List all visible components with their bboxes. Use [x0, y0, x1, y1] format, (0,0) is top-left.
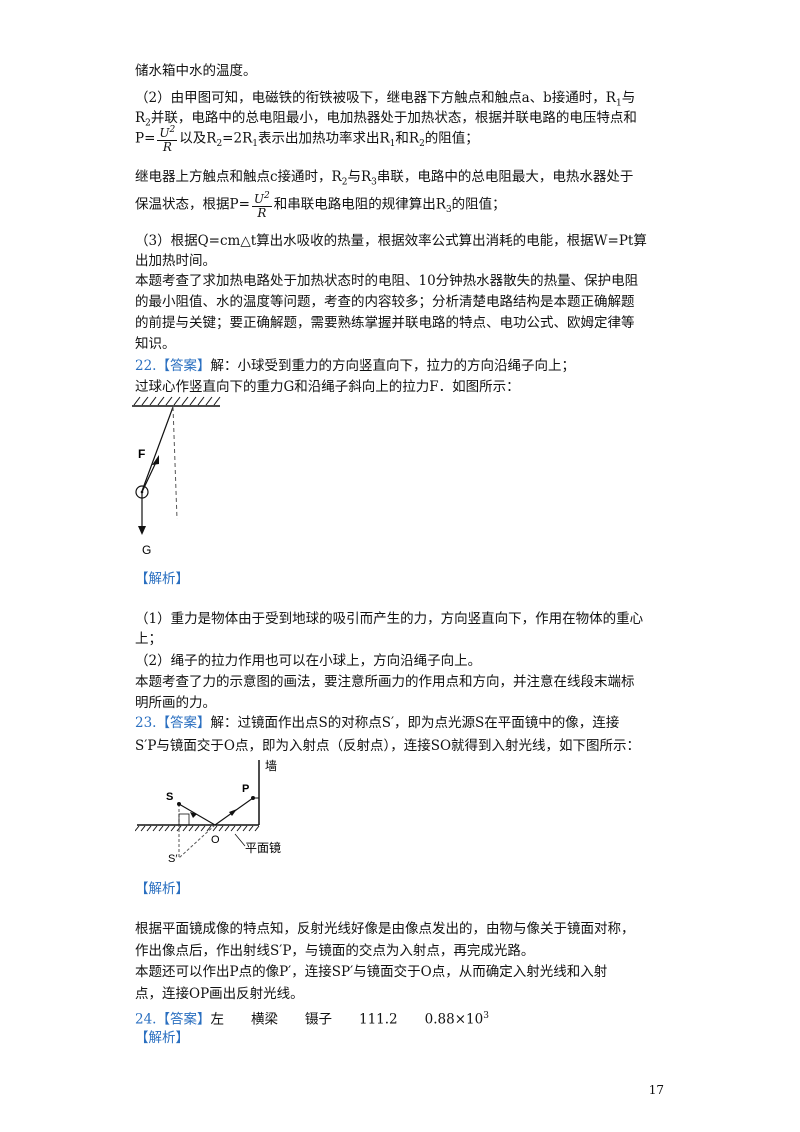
analysis-heading: 【解析】	[135, 571, 189, 587]
text-line: 的最小阻值、水的温度等问题，考查的内容较多；分析清楚电路结构是本题正确解题	[135, 294, 635, 310]
text-line: （2）绳子的拉力作用也可以在小球上，方向沿绳子向上。	[135, 653, 482, 669]
label-P: P	[242, 783, 249, 795]
text-line: 根据平面镜成像的特点知，反射光线好像是由像点发出的，由物与像关于镜面对称，	[135, 921, 635, 937]
label-S-prime: S′	[168, 853, 177, 865]
formula-fraction: U2 R	[157, 125, 178, 154]
label-G: G	[142, 543, 151, 557]
force-diagram: F G	[132, 396, 221, 557]
label-F: F	[138, 447, 145, 461]
text-line: 本题还可以作出P点的像P′，连接SP′与镜面交于O点，从而确定入射光线和入射	[135, 964, 608, 980]
formula-fraction: U2 R	[251, 191, 272, 220]
mirror-diagram: S P O S′ 墙 平面镜	[135, 759, 281, 865]
question-24-answer: 24.【答案】左 横梁 镊子 111.2 0.88×103	[135, 1011, 489, 1028]
text-line: R2并联，电路中的总电阻最小，电加热器处于加热状态，根据并联电路的电压特点和	[135, 110, 637, 129]
text-line: 的前提与关键；要正确解题，需要熟练掌握并联电路的特点、电功公式、欧姆定律等	[135, 315, 635, 331]
text-line: 点，连接OP画出反射光线。	[135, 986, 304, 1002]
text-line: 知识。	[135, 336, 176, 352]
text-line: S′P与镜面交于O点，即为入射点（反射点），连接SO就得到入射光线，如下图所示：	[135, 738, 641, 754]
question-23-answer: 23.【答案】解：过镜面作出点S的对称点S′，即为点光源S在平面镜中的像，连接	[135, 715, 620, 731]
label-O: O	[211, 834, 220, 846]
text-line: （3）根据Q=cm△t算出水吸收的热量，根据效率公式算出消耗的电能，根据W=Pt…	[135, 233, 647, 249]
text-line: P= U2 R 以及R2=2R1表示出加热功率求出R1和R2的阻值；	[135, 125, 479, 154]
vertical-dashed-line	[172, 406, 178, 520]
label-S: S	[166, 791, 173, 803]
analysis-heading: 【解析】	[135, 881, 189, 897]
question-22-answer: 22.【答案】解：小球受到重力的方向竖直向下，拉力的方向沿绳子向上；	[135, 358, 575, 374]
incident-ray	[178, 803, 216, 826]
text-line: 出加热时间。	[135, 253, 216, 269]
text-line: 过球心作竖直向下的重力G和沿绳子斜向上的拉力F．如图所示：	[135, 379, 520, 395]
analysis-heading: 【解析】	[135, 1030, 189, 1046]
rope-line	[141, 406, 174, 492]
text-line: 本题考查了求加热电路处于加热状态时的电阻、10分钟热水器散失的热量、保护电阻	[135, 273, 639, 289]
text-line: 本题考查了力的示意图的画法，要注意所画力的作用点和方向，并注意在线段末端标	[135, 674, 635, 690]
text-line: 继电器上方触点和触点c接通时，R2与R3串联，电路中的总电阻最大，电热水器处于	[135, 169, 634, 188]
text-line: 储水箱中水的温度。	[135, 63, 257, 79]
label-mirror: 平面镜	[245, 840, 281, 855]
page-number: 17	[648, 1083, 664, 1097]
text-line: （2）由甲图可知，电磁铁的衔铁被吸下，继电器下方触点和触点a、b接通时，R1与	[135, 90, 636, 109]
text-line: （1）重力是物体由于受到地球的吸引而产生的力，方向竖直向下，作用在物体的重心	[135, 611, 644, 627]
text-line: 明所画的力。	[135, 695, 216, 711]
label-wall: 墙	[265, 759, 277, 773]
text-line: 上；	[135, 631, 162, 647]
text-line: 作出像点后，作出射线S′P，与镜面的交点为入射点，再完成光路。	[135, 943, 535, 959]
text-line: 保温状态，根据P= U2 R 和串联电路电阻的规律算出R3的阻值；	[135, 191, 506, 220]
